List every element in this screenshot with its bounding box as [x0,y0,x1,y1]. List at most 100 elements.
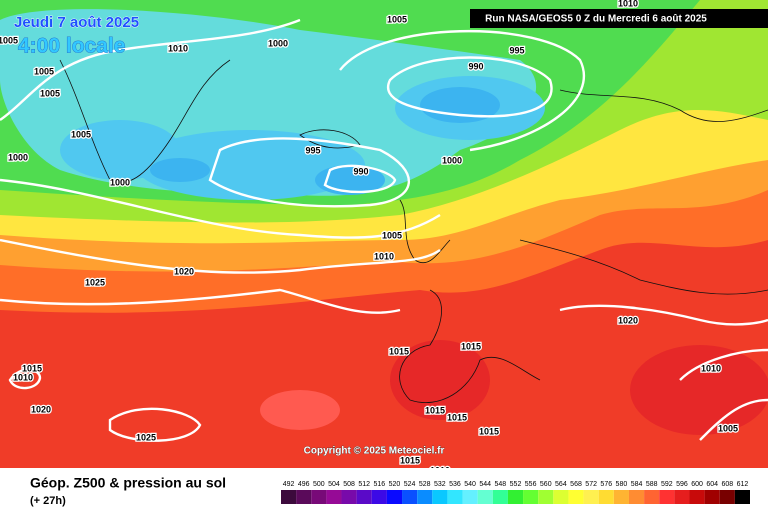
background-field [0,0,768,468]
scale-swatch [523,490,539,504]
run-label: Run NASA/GEOS5 0 Z du Mercredi 6 août 20… [485,14,707,25]
isobar-label: 1010 [168,43,188,53]
scale-label: 560 [540,481,552,488]
scale-swatch [326,490,342,504]
isobar-label: 1010 [13,372,33,382]
scale-label: 552 [510,481,522,488]
scale-label: 536 [449,481,461,488]
scale-label: 588 [646,481,658,488]
scale-label: 592 [661,481,673,488]
isobar-label: 1020 [31,404,51,414]
scale-swatch [507,490,524,504]
isobar-label: 1000 [442,155,462,165]
isobar-label: 1010 [701,363,721,373]
isobar-label: 1015 [400,455,420,465]
isobar-label: 1025 [85,277,105,287]
scale-label: 548 [495,481,507,488]
scale-label: 612 [737,481,749,488]
scale-swatch [644,490,660,504]
isobar-label: 1020 [618,315,638,325]
isobar-label: 1010 [618,0,638,8]
scale-swatch [447,490,463,504]
scale-swatch [356,490,372,504]
isobar-label: 995 [509,45,524,55]
color-scale: 492 496 500 504 508 512 516 520 524 528 532 536 540 5… [281,481,750,504]
isobar-label: 1020 [174,266,194,276]
isobar-label: 1010 [374,251,394,261]
time-label: 4:00 locale [18,35,125,58]
isobar-label: 1005 [382,230,402,240]
scale-label: 596 [676,481,688,488]
run-box [470,9,768,28]
scale-label: 544 [479,481,491,488]
scale-swatch [281,490,297,504]
scale-swatch [311,490,327,504]
scale-label: 580 [616,481,628,488]
isobar-label: 1005 [71,129,91,139]
isobar-label: 995 [305,145,320,155]
scale-label: 492 [283,481,295,488]
scale-swatch [674,490,690,504]
scale-swatch [704,490,720,504]
scale-swatch [583,490,599,504]
scale-swatch [689,490,705,504]
isobar-label: 1000 [110,177,130,187]
scale-label: 520 [389,481,401,488]
scale-label: 508 [343,481,355,488]
scale-swatch [613,490,629,504]
caption-title: Géop. Z500 & pression au sol [30,475,226,491]
scale-label: 532 [434,481,446,488]
scale-label: 608 [721,481,733,488]
scale-label: 584 [631,481,643,488]
scale-label: 600 [691,481,703,488]
scale-label: 556 [525,481,537,488]
scale-swatch [492,490,508,504]
scale-swatch [417,490,433,504]
scale-label: 500 [313,481,325,488]
scale-label: 568 [570,481,582,488]
scale-label: 496 [298,481,310,488]
scale-label: 528 [419,481,431,488]
scale-label: 572 [585,481,597,488]
scale-swatch [628,490,645,504]
isobar-label: 1000 [268,38,288,48]
scale-label: 524 [404,481,416,488]
scale-label: 540 [464,481,476,488]
scale-swatch [734,490,750,504]
scale-swatch [719,490,735,504]
isobar-label: 1000 [8,152,28,162]
isobar-label: 1005 [387,14,407,24]
scale-swatch [538,490,554,504]
scale-label: 516 [373,481,385,488]
copyright: Copyright © 2025 Meteociel.fr [304,446,445,457]
scale-swatch [568,490,584,504]
scale-swatch [432,490,448,504]
scale-swatch [386,490,403,504]
isobar-label: 1005 [34,66,54,76]
isobar-label: 1005 [40,88,60,98]
isobar-label: 1015 [425,405,445,415]
scale-swatch [341,490,357,504]
isobar-label: 990 [468,61,483,71]
scale-swatch [296,490,312,504]
scale-swatch [477,490,493,504]
isobar-label: 1005 [0,35,18,45]
isobar-label: 1015 [389,346,409,356]
isobar-label: 1015 [447,412,467,422]
scale-label: 504 [328,481,340,488]
scale-swatch [659,490,675,504]
isobar-label: 1005 [718,423,738,433]
caption-lead: (+ 27h) [30,495,66,507]
scale-swatch [462,490,478,504]
scale-label: 576 [600,481,612,488]
scale-label: 604 [706,481,718,488]
scale-swatch [371,490,387,504]
isobar-label: 1015 [479,426,499,436]
scale-swatch [553,490,569,504]
scale-label: 512 [358,481,370,488]
scale-swatch [402,490,418,504]
date-label: Jeudi 7 août 2025 [14,14,139,31]
